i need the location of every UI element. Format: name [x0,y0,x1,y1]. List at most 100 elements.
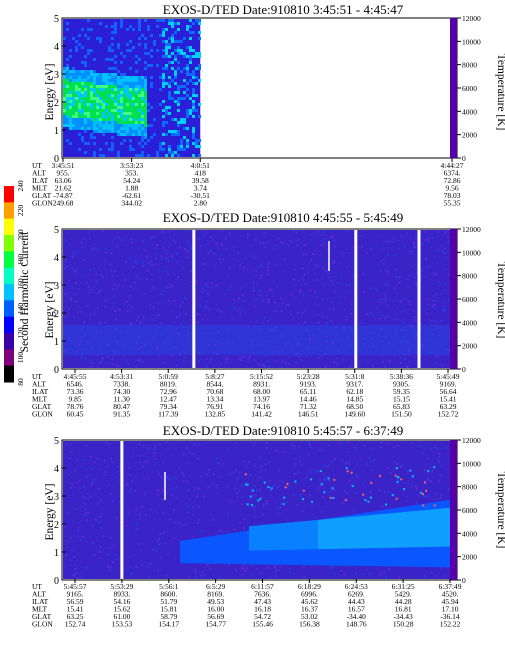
spectrogram-pixel [172,508,175,511]
orbit-cell: 21.62 [55,184,72,193]
spectrogram-pixel [346,266,349,269]
spectrogram-pixel [132,46,135,49]
spectrogram-pixel [154,257,157,260]
spectrogram-pixel [186,480,189,483]
thermal-band-core [333,518,336,549]
orbit-row-label: MLT [32,395,48,404]
spectrogram-pixel [177,103,180,106]
spectrogram-pixel [180,97,183,100]
spectrogram-pixel [250,573,253,576]
spectrogram-pixel [258,344,261,347]
spectrogram-pixel [141,265,144,268]
spectrogram-pixel [228,289,231,292]
spectrogram-pixel [96,37,99,40]
colorbar-tick-label: 160 [16,278,25,290]
spectrogram-pixel [103,473,106,476]
spectrogram-speck [422,493,425,496]
spectrogram-pixel [380,298,383,301]
spectrogram-pixel [186,109,189,112]
spectrogram-pixel [435,292,438,295]
spectrogram-pixel [91,482,94,485]
spectrogram-pixel [302,294,305,297]
spectrogram-pixel [294,296,297,299]
spectrogram-pixel [89,237,92,240]
spectrogram-pixel [147,477,150,480]
spectrogram-pixel [84,118,87,121]
orbit-cell: 6:37:49 [439,582,462,591]
spectrogram-pixel [74,572,77,575]
spectrogram-pixel [165,49,168,52]
spectrogram-pixel [148,446,151,449]
thermal-band-core [441,508,444,547]
spectrogram-pixel [144,513,147,516]
spectrogram-pixel [144,97,147,100]
spectrogram-pixel [132,265,135,268]
spectrogram-pixel [114,79,117,82]
spectrogram-pixel [196,521,199,524]
spectrogram-pixel [431,299,434,302]
spectrogram-pixel [431,470,434,473]
spectrogram-pixel [366,313,369,316]
spectrogram-pixel [394,354,397,357]
spectrogram-pixel [276,350,279,353]
spectrogram-pixel [87,79,90,82]
spectrogram-pixel [129,124,132,127]
spectrogram-pixel [141,154,144,157]
spectrogram-pixel [138,100,141,103]
spectrogram-pixel [96,118,99,121]
spectrogram-pixel [256,298,259,301]
spectrogram-pixel [183,524,186,527]
spectrogram-pixel [249,474,252,477]
spectrogram-pixel [254,441,257,444]
spectrogram-pixel [96,457,99,460]
spectrogram-pixel [141,103,144,106]
spectrogram-pixel [276,449,279,452]
orbit-cell: 15.41 [440,395,457,404]
spectrogram-pixel [165,270,168,273]
spectrogram-pixel [381,313,384,316]
spectrogram-pixel [200,574,203,577]
spectrogram-pixel [263,458,266,461]
spectrogram-pixel [75,76,78,79]
spectrogram-pixel [63,124,66,127]
spectrogram-pixel [388,568,391,571]
spectrogram-pixel [408,274,411,277]
spectrogram-pixel [370,337,373,340]
spectrogram-pixel [404,353,407,356]
spectrogram-pixel [185,522,188,525]
orbit-cell: 16.00 [207,605,224,614]
orbit-cell: 8544. [206,380,223,389]
spectrogram-pixel [213,473,216,476]
spectrogram-speck [362,493,365,496]
thermal-band-core [402,512,405,548]
orbit-row-label: MLT [32,184,48,193]
spectrogram-pixel [81,103,84,106]
spectrogram-pixel [135,82,138,85]
spectrogram-pixel [410,442,413,445]
spectrogram-pixel [126,76,129,79]
spectrogram-pixel [105,130,108,133]
spectrogram-pixel [112,561,115,564]
spectrogram-pixel [129,145,132,148]
orbit-cell: 68.50 [346,402,363,411]
spectrogram-pixel [63,97,66,100]
spectrogram-pixel [299,291,302,294]
spectrogram-pixel [102,115,105,118]
spectrogram-pixel [123,91,126,94]
spectrogram-speck [344,499,347,502]
spectrogram-pixel [259,289,262,292]
spectrogram-pixel [386,466,389,469]
spectrogram-pixel [96,115,99,118]
spectrogram-pixel [99,82,102,85]
spectrogram-pixel [63,109,66,112]
spectrogram-pixel [144,133,147,136]
thermal-band-core [297,521,300,550]
spectrogram-pixel [177,67,180,70]
spectrogram-pixel [409,303,412,306]
spectrogram-pixel [226,329,229,332]
orbit-cell: 5:23:28 [297,372,320,381]
orbit-row-label: UT [32,582,42,591]
spectrogram-pixel [165,475,168,478]
spectrogram-pixel [379,474,382,477]
